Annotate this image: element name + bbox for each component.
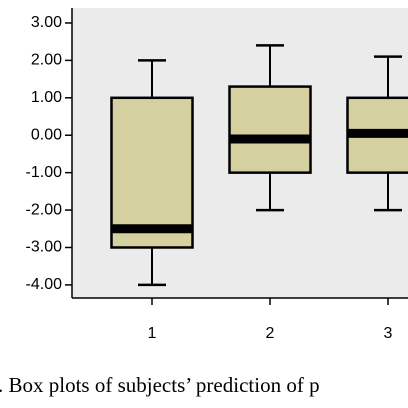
y-tick-label: 1.00 [31,89,62,106]
y-tick-label: 3.00 [31,14,62,31]
box [110,96,194,249]
y-tick-label: -2.00 [26,201,63,218]
y-tick-label: 0.00 [31,126,62,143]
y-tick-label: 2.00 [31,52,62,69]
x-tick-label: 2 [266,325,275,342]
y-tick-label: -1.00 [26,164,63,181]
y-tick-label: -4.00 [26,276,63,293]
x-tick-label: 1 [148,325,157,342]
box [228,85,312,174]
y-tick-label: -3.00 [26,239,63,256]
caption: . Box plots of subjects’ prediction of p [0,373,320,397]
x-tick-label: 3 [384,325,393,342]
